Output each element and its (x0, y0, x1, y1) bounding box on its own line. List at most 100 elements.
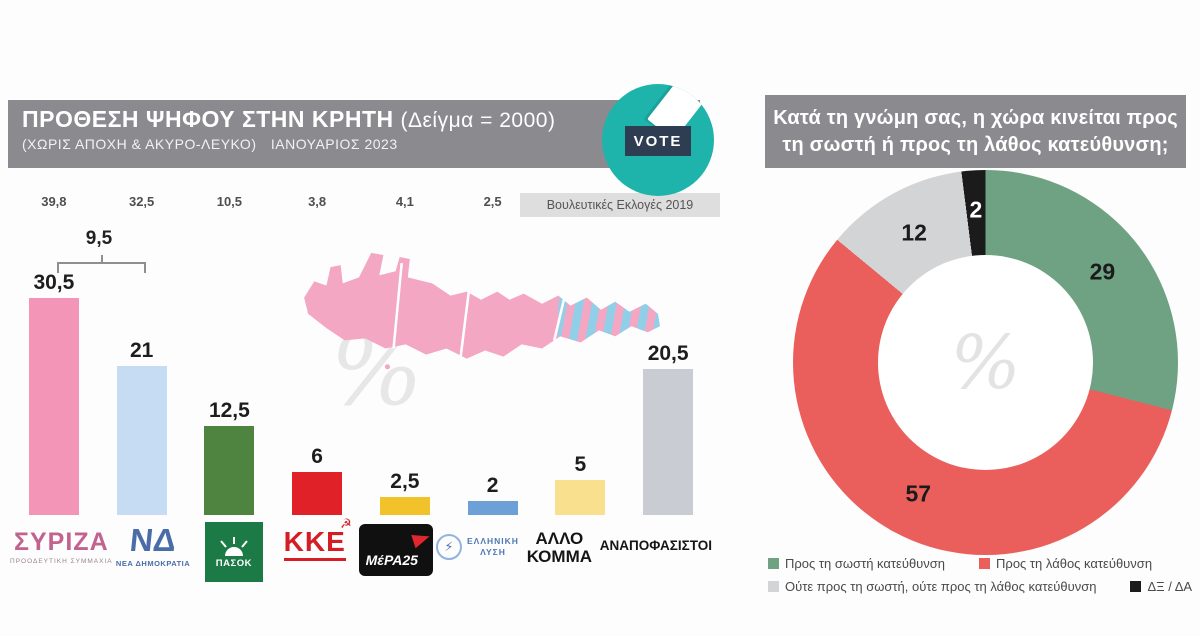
previous-election-values-row: 39,8 32,5 10,5 3,8 4,1 2,5 (10, 194, 712, 216)
legend-item-right-direction: Προς τη σωστή κατεύθυνση (768, 556, 945, 571)
right-chart-titlebar: Κατά τη γνώμη σας, η χώρα κινείται προς … (765, 95, 1186, 168)
bar-value-label: 30,5 (33, 271, 75, 295)
bar-column: 21 (98, 339, 186, 515)
right-chart-title-line2: τη σωστή ή προς τη λάθος κατεύθυνση; (782, 133, 1169, 156)
logo-syriza: ΣΥΡΙΖΑ ΠΡΟΟΔΕΥΤΙΚΗ ΣΥΜΜΑΧΙΑ (10, 522, 113, 596)
legend-label-dk-na: ΔΞ / ΔΑ (1147, 579, 1193, 594)
left-chart-sample-size: (Δείγμα = 2000) (400, 109, 556, 132)
legend-item-wrong-direction: Προς τη λάθος κατεύθυνση (979, 556, 1152, 571)
allo-komma-line1: ΑΛΛΟ (535, 529, 584, 548)
legend-swatch-gray (768, 581, 779, 592)
legend-label-wrong-direction: Προς τη λάθος κατεύθυνση (996, 556, 1153, 571)
bar-value-label: 12,5 (208, 399, 250, 423)
elliniki-lysi-line1: ΕΛΛΗΝΙΚΗ (467, 536, 519, 547)
nd-subtext: ΝΕΑ ΔΗΜΟΚΡΑΤΙΑ (115, 559, 191, 568)
legend-item-dk-na: ΔΞ / ΔΑ (1130, 579, 1192, 594)
legend-label-right-direction: Προς τη σωστή κατεύθυνση (785, 556, 946, 571)
nd-emblem: ΝΔ (128, 522, 178, 558)
logo-pasok: ΠΑΣΟΚ (193, 522, 274, 596)
legend-swatch-green (768, 558, 779, 569)
ballot-box: VOTE (625, 126, 691, 156)
right-chart-title-line1: Κατά τη γνώμη σας, η χώρα κινείται προς (773, 106, 1178, 129)
bar-column: 6 (273, 445, 361, 515)
bar-column: 12,5 (186, 399, 274, 515)
label-allo-komma: ΑΛΛΟ ΚΟΜΜΑ (519, 522, 600, 596)
legend-swatch-red (979, 558, 991, 569)
donut-legend: Προς τη σωστή κατεύθυνση Προς τη λάθος κ… (768, 552, 1196, 598)
previous-election-value: 4,1 (395, 194, 414, 209)
gap-annotation-bracket (57, 262, 146, 273)
pasok-wordmark: ΠΑΣΟΚ (215, 558, 252, 569)
pasok-emblem: ΠΑΣΟΚ (204, 522, 263, 582)
bar-value-label: 2,5 (390, 470, 420, 494)
bar-rect (643, 369, 694, 515)
bar-value-label: 6 (311, 445, 323, 469)
bar-column: 20,5 (624, 342, 712, 515)
logo-kke: ☭ ΚΚΕ (274, 516, 355, 596)
legend-row-1: Προς τη σωστή κατεύθυνση Προς τη λάθος κ… (768, 552, 1196, 575)
donut-hole: % (878, 255, 1093, 470)
bar-rect (28, 298, 79, 515)
previous-election-value: 3,8 (308, 194, 327, 209)
bar-column: 2 (449, 474, 537, 515)
label-anapofasistoi: ΑΝΑΠΟΦΑΣΙΣΤΟΙ (600, 522, 712, 596)
crete-east-striped-region (558, 252, 660, 359)
legend-row-2: Ούτε προς τη σωστή, ούτε προς τη λάθος κ… (768, 575, 1196, 598)
elliniki-lysi-line2: ΛΥΣΗ (480, 547, 506, 557)
elliniki-lysi-wordmark: ΕΛΛΗΝΙΚΗ ΛΥΣΗ (467, 536, 519, 557)
syriza-wordmark: ΣΥΡΙΖΑ (14, 528, 109, 556)
mera25-bird-icon (410, 529, 432, 549)
left-chart-subtitle: (ΧΩΡΙΣ ΑΠΟΧΗ & ΑΚΥΡΟ-ΛΕΥΚΟ) ΙΑΝΟΥΑΡΙΟΣ 2… (22, 136, 700, 152)
left-chart-titlebar: ΠΡΟΘΕΣΗ ΨΗΦΟΥ ΣΤΗΝ ΚΡΗΤΗ (Δείγμα = 2000)… (8, 100, 700, 168)
previous-election-value: 39,8 (41, 194, 67, 209)
bar-value-label: 21 (129, 338, 154, 362)
anapofasistoi-text: ΑΝΑΠΟΦΑΣΙΣΤΟΙ (599, 538, 712, 553)
prefecture-borders (392, 262, 566, 357)
left-chart-date: ΙΑΝΟΥΑΡΙΟΣ 2023 (270, 136, 398, 152)
logo-nea-dimokratia: ΝΔ ΝΕΑ ΔΗΜΟΚΡΑΤΙΑ (113, 522, 194, 596)
vote-ballot-icon: VOTE (602, 84, 714, 196)
previous-election-value: 10,5 (216, 194, 243, 209)
left-chart-title-text: ΠΡΟΘΕΣΗ ΨΗΦΟΥ ΣΤΗΝ ΚΡΗΤΗ (22, 106, 394, 132)
donut-slice-value: 57 (905, 480, 932, 507)
bar-value-label: 5 (574, 452, 587, 476)
bar-column: 30,5 (10, 271, 98, 515)
crete-map (304, 252, 660, 370)
left-chart-subtitle-text: (ΧΩΡΙΣ ΑΠΟΧΗ & ΑΚΥΡΟ-ΛΕΥΚΟ) (22, 136, 257, 152)
donut-slice-value: 2 (969, 196, 983, 223)
party-logos-row: ΣΥΡΙΖΑ ΠΡΟΟΔΕΥΤΙΚΗ ΣΥΜΜΑΧΙΑ ΝΔ ΝΕΑ ΔΗΜΟΚ… (10, 516, 712, 596)
elliniki-lysi-emblem-icon: ⚡ (436, 534, 462, 560)
bar-rect (292, 472, 343, 515)
bar-rect (467, 500, 518, 515)
previous-election-label: Βουλευτικές Εκλογές 2019 (520, 193, 720, 217)
left-chart-title: ΠΡΟΘΕΣΗ ΨΗΦΟΥ ΣΤΗΝ ΚΡΗΤΗ (Δείγμα = 2000) (22, 106, 700, 133)
mera25-wordmark: ΜέΡΑ25 (365, 552, 418, 568)
gavdos-island (384, 364, 391, 370)
crete-island-shape (304, 252, 660, 359)
bar-column: 5 (537, 452, 625, 515)
logo-mera25: ΜέΡΑ25 (355, 522, 436, 596)
allo-komma-line2: ΚΟΜΜΑ (526, 547, 593, 567)
bar-column: 2,5 (361, 470, 449, 515)
bar-rect (204, 426, 255, 515)
direction-donut-chart: % 29 57 12 2 (793, 170, 1178, 555)
logo-elliniki-lysi: ⚡ ΕΛΛΗΝΙΚΗ ΛΥΣΗ (436, 522, 519, 596)
legend-swatch-black (1130, 581, 1142, 592)
bar-rect (116, 365, 167, 515)
bar-rect (379, 497, 430, 515)
donut-slice-value: 12 (901, 219, 927, 246)
pasok-sun-icon (220, 537, 248, 556)
kke-wordmark: ΚΚΕ (283, 528, 346, 561)
bar-rect (555, 479, 606, 515)
syriza-subtext: ΠΡΟΟΔΕΥΤΙΚΗ ΣΥΜΜΑΧΙΑ (10, 558, 113, 565)
gap-annotation-value: 9,5 (85, 228, 113, 249)
hammer-sickle-icon: ☭ (340, 516, 352, 531)
percent-watermark-donut: % (950, 319, 1021, 406)
legend-label-neither-direction: Ούτε προς τη σωστή, ούτε προς τη λάθος κ… (785, 579, 1097, 594)
donut-slice-value: 29 (1089, 258, 1116, 285)
previous-election-value: 32,5 (128, 194, 155, 209)
bar-value-label: 20,5 (647, 342, 689, 366)
legend-item-neither-direction: Ούτε προς τη σωστή, ούτε προς τη λάθος κ… (768, 579, 1096, 594)
mera25-emblem: ΜέΡΑ25 (358, 524, 433, 576)
bar-value-label: 2 (486, 473, 499, 497)
